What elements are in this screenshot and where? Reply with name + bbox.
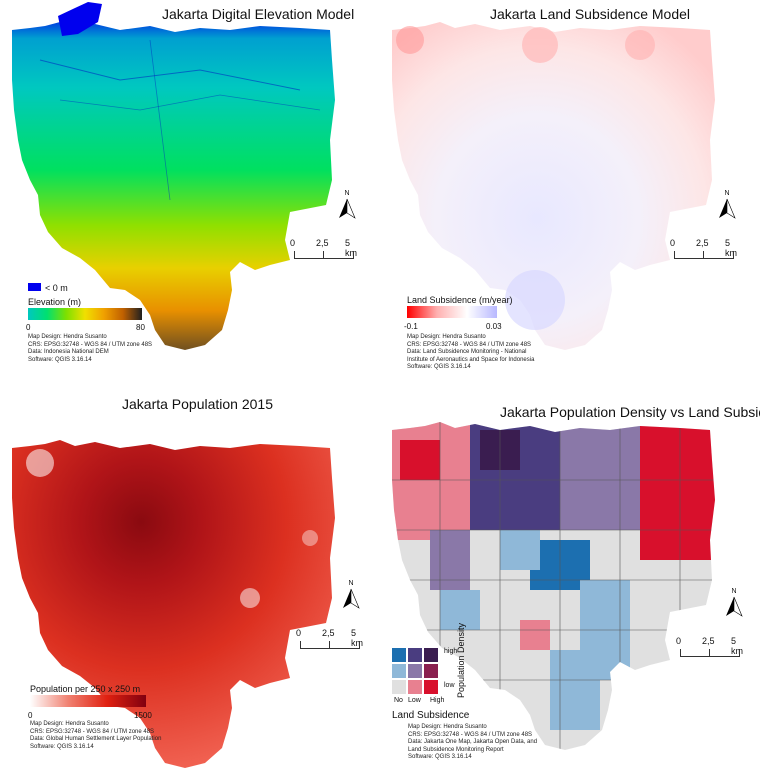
legend-cell-high-high bbox=[424, 648, 438, 662]
population-scale-bar: 0 2,5 5 km bbox=[296, 628, 363, 649]
legend-x-high: High bbox=[430, 697, 445, 704]
legend-cell-low-no bbox=[392, 680, 406, 694]
subsidence-color-ramp bbox=[407, 306, 497, 318]
legend-cell-high-no bbox=[392, 648, 406, 662]
population-legend-title: Population per 250 x 250 m bbox=[30, 684, 141, 694]
dem-scale-bar: 0 2,5 5 km bbox=[290, 238, 360, 262]
dem-legend-title: Elevation (m) bbox=[28, 297, 82, 307]
subsidence-map bbox=[392, 22, 715, 350]
north-arrow-icon: N bbox=[723, 588, 745, 618]
dem-panel: Jakarta Digital Elevation Model N 0 2,5 … bbox=[0, 0, 380, 390]
bivariate-panel: Jakarta Population Density vs Land Subsi… bbox=[380, 390, 760, 781]
legend-cell-low-low bbox=[408, 680, 422, 694]
legend-cell-mid-low bbox=[408, 664, 422, 678]
legend-y-low: low bbox=[444, 682, 455, 689]
legend-y-high: high bbox=[444, 648, 458, 655]
scale-tick-0: 0 bbox=[290, 238, 296, 248]
dem-title: Jakarta Digital Elevation Model bbox=[162, 6, 355, 22]
population-legend-max: 1500 bbox=[134, 711, 152, 720]
population-color-ramp bbox=[30, 695, 146, 707]
dem-color-ramp bbox=[28, 308, 142, 320]
legend-y-label: Population Density bbox=[456, 622, 466, 698]
below-zero-swatch bbox=[28, 283, 41, 291]
north-arrow-icon: N bbox=[336, 190, 358, 220]
below-zero-label: < 0 m bbox=[45, 283, 68, 293]
scale-tick-mid: 2,5 bbox=[316, 238, 329, 248]
dem-map bbox=[12, 2, 335, 350]
subsidence-credits: Map Design: Hendra Susanto CRS: EPSG:3274… bbox=[407, 334, 535, 370]
subsidence-panel: Jakarta Land Subsidence Model N 0 2,5 5 … bbox=[380, 0, 760, 390]
dem-legend-min: 0 bbox=[26, 323, 31, 332]
population-title: Jakarta Population 2015 bbox=[122, 396, 273, 412]
north-arrow-icon: N bbox=[716, 190, 738, 220]
bivariate-scale-bar: 0 2,5 5 km bbox=[676, 636, 743, 657]
population-panel: Jakarta Population 2015 N 0 2,5 5 km Pop… bbox=[0, 390, 380, 781]
population-map bbox=[12, 440, 335, 768]
dem-legend-max: 80 bbox=[136, 323, 145, 332]
legend-x-low: Low bbox=[408, 697, 421, 704]
bivariate-title: Jakarta Population Density vs Land Subsi… bbox=[500, 404, 760, 420]
population-credits: Map Design: Hendra Susanto CRS: EPSG:3274… bbox=[30, 721, 162, 750]
subsidence-title: Jakarta Land Subsidence Model bbox=[490, 6, 691, 22]
legend-cell-low-high bbox=[424, 680, 438, 694]
dem-below-zero-area bbox=[58, 2, 102, 36]
bivariate-credits: Map Design: Hendra Susanto CRS: EPSG:3274… bbox=[408, 724, 538, 760]
dem-credits: Map Design: Hendra Susanto CRS: EPSG:3274… bbox=[28, 334, 153, 363]
bivariate-legend: No Low High high low Population Density bbox=[392, 623, 492, 738]
subsidence-scale-bar: 0 2,5 5 km bbox=[670, 238, 737, 259]
legend-cell-high-low bbox=[408, 648, 422, 662]
bivariate-map bbox=[392, 422, 715, 750]
legend-cell-mid-no bbox=[392, 664, 406, 678]
population-legend-min: 0 bbox=[28, 711, 33, 720]
scale-tick-end: 5 km bbox=[345, 238, 357, 258]
legend-x-label: Land Subsidence bbox=[392, 710, 470, 721]
subsidence-legend-title: Land Subsidence (m/year) bbox=[407, 295, 513, 305]
subsidence-legend-min: -0.1 bbox=[404, 322, 418, 331]
subsidence-legend-max: 0.03 bbox=[486, 322, 502, 331]
legend-x-no: No bbox=[394, 697, 403, 704]
legend-cell-mid-high bbox=[424, 664, 438, 678]
north-arrow-icon: N bbox=[340, 580, 362, 610]
